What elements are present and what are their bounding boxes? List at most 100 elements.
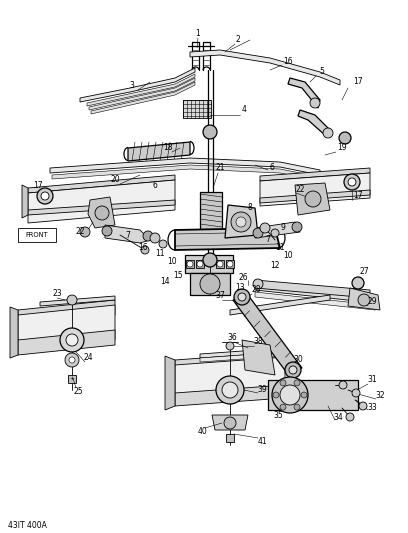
Text: 11: 11 [155, 249, 165, 259]
Circle shape [280, 404, 286, 410]
Polygon shape [91, 82, 195, 114]
Text: 17: 17 [33, 182, 43, 190]
Polygon shape [128, 142, 190, 161]
Text: 25: 25 [73, 387, 83, 397]
Text: 6: 6 [270, 163, 275, 172]
Text: 8: 8 [248, 204, 253, 213]
Text: 7: 7 [266, 236, 271, 245]
Text: 17: 17 [353, 191, 363, 200]
Circle shape [294, 404, 300, 410]
Circle shape [187, 261, 193, 267]
Circle shape [253, 228, 263, 238]
Circle shape [271, 229, 279, 237]
Text: 20: 20 [110, 175, 120, 184]
Circle shape [217, 261, 223, 267]
Text: 33: 33 [367, 403, 377, 413]
Text: 31: 31 [367, 376, 377, 384]
Circle shape [203, 253, 217, 267]
Text: 10: 10 [167, 257, 177, 266]
Text: 1: 1 [195, 28, 200, 37]
Circle shape [236, 217, 246, 227]
Bar [200, 192, 222, 232]
Polygon shape [190, 50, 340, 85]
Circle shape [344, 174, 360, 190]
Polygon shape [28, 180, 175, 223]
Bar [216, 260, 224, 268]
Circle shape [143, 231, 153, 241]
Circle shape [339, 132, 351, 144]
Text: 24: 24 [83, 353, 93, 362]
Polygon shape [52, 165, 320, 181]
Text: 16: 16 [138, 244, 148, 253]
Circle shape [292, 222, 302, 232]
Text: 11: 11 [275, 244, 285, 253]
Polygon shape [255, 280, 370, 298]
Polygon shape [10, 307, 18, 358]
Circle shape [323, 128, 333, 138]
Circle shape [272, 377, 308, 413]
Circle shape [66, 334, 78, 346]
Circle shape [150, 233, 160, 243]
Circle shape [41, 192, 49, 200]
Polygon shape [105, 225, 150, 243]
Text: 2: 2 [236, 36, 240, 44]
Polygon shape [22, 185, 28, 218]
Polygon shape [242, 340, 275, 375]
Text: 14: 14 [160, 278, 170, 287]
Text: 32: 32 [375, 391, 385, 400]
Circle shape [253, 279, 263, 289]
Text: 39: 39 [257, 385, 267, 394]
Polygon shape [175, 385, 285, 406]
Text: +: + [70, 376, 74, 382]
Circle shape [294, 380, 300, 386]
Text: 5: 5 [319, 68, 324, 77]
Circle shape [200, 274, 220, 294]
Text: 17: 17 [353, 77, 363, 86]
Polygon shape [175, 228, 280, 250]
Polygon shape [18, 305, 115, 350]
Circle shape [310, 98, 320, 108]
Circle shape [95, 206, 109, 220]
Text: FRONT: FRONT [26, 232, 48, 238]
Text: 35: 35 [273, 410, 283, 419]
Text: 10: 10 [283, 252, 293, 261]
Bar [190, 273, 230, 295]
Circle shape [222, 382, 238, 398]
Text: 28: 28 [251, 286, 261, 295]
Text: 34: 34 [333, 414, 343, 423]
Polygon shape [50, 158, 320, 175]
Text: 15: 15 [173, 271, 183, 279]
Text: 29: 29 [367, 297, 377, 306]
Bar [226, 260, 234, 268]
Polygon shape [18, 330, 115, 355]
Text: 30: 30 [293, 356, 303, 365]
Polygon shape [175, 357, 285, 401]
Bar [185, 255, 233, 273]
Polygon shape [298, 110, 330, 136]
Circle shape [352, 277, 364, 289]
Polygon shape [225, 205, 258, 238]
Polygon shape [200, 348, 285, 358]
Polygon shape [89, 78, 195, 110]
Circle shape [224, 417, 236, 429]
Text: 38: 38 [253, 337, 263, 346]
Circle shape [285, 362, 301, 378]
Text: 41: 41 [257, 438, 267, 447]
Text: 12: 12 [270, 262, 280, 271]
Circle shape [65, 353, 79, 367]
Polygon shape [260, 190, 370, 203]
Circle shape [359, 402, 367, 410]
Text: 36: 36 [227, 334, 237, 343]
Polygon shape [233, 295, 302, 373]
Polygon shape [288, 78, 320, 108]
Polygon shape [230, 295, 330, 315]
Text: 40: 40 [197, 427, 207, 437]
Polygon shape [212, 415, 248, 430]
Text: 23: 23 [52, 289, 62, 298]
Text: 3: 3 [130, 82, 135, 91]
Bar [68, 375, 76, 383]
Text: 7: 7 [126, 231, 131, 240]
Circle shape [352, 389, 360, 397]
Polygon shape [40, 296, 115, 306]
Circle shape [60, 328, 84, 352]
